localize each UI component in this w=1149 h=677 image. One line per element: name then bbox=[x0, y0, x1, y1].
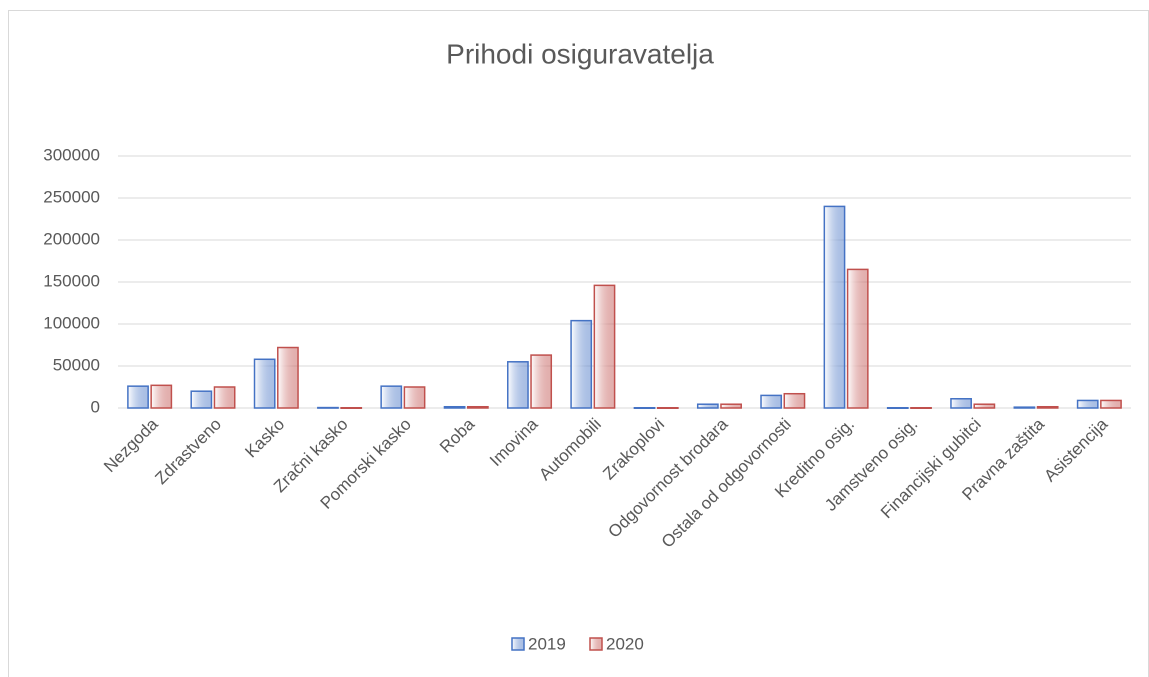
bar bbox=[720, 403, 742, 409]
legend-swatch bbox=[589, 637, 603, 651]
bar bbox=[570, 319, 593, 409]
bar bbox=[1100, 399, 1122, 409]
y-tick-label: 300000 bbox=[43, 145, 100, 164]
bar bbox=[846, 268, 869, 409]
x-tick-label: Odgovornost brodara bbox=[604, 414, 731, 541]
y-tick-label: 100000 bbox=[43, 313, 100, 332]
x-tick-label: Imovina bbox=[486, 414, 542, 470]
bar bbox=[1013, 406, 1036, 409]
bar bbox=[443, 405, 466, 409]
legend-label: 2019 bbox=[528, 634, 566, 653]
bar bbox=[380, 385, 403, 409]
bar bbox=[950, 398, 972, 409]
bar bbox=[340, 406, 363, 409]
x-tick-label: Kasko bbox=[241, 415, 288, 462]
bar bbox=[530, 354, 553, 409]
bar bbox=[973, 403, 996, 409]
bar bbox=[150, 384, 173, 409]
y-tick-label: 50000 bbox=[53, 355, 100, 374]
x-tick-label: Ostala od odgovornosti bbox=[658, 415, 795, 552]
y-tick-label: 150000 bbox=[43, 271, 100, 290]
bar bbox=[277, 346, 299, 409]
bar bbox=[190, 390, 213, 409]
bar bbox=[127, 385, 149, 409]
y-tick-label: 250000 bbox=[43, 187, 100, 206]
chart-title: Prihodi osiguravatelja bbox=[446, 38, 714, 69]
x-tick-label: Zrakoplovi bbox=[599, 415, 668, 484]
x-tick-label: Roba bbox=[436, 414, 479, 457]
bar bbox=[1036, 405, 1059, 409]
bar bbox=[466, 405, 489, 409]
bar bbox=[253, 358, 276, 409]
legend-label: 2020 bbox=[606, 634, 644, 653]
bar bbox=[507, 361, 529, 409]
bar bbox=[317, 406, 339, 409]
y-tick-label: 0 bbox=[91, 397, 100, 416]
bar bbox=[403, 386, 426, 409]
bar bbox=[1076, 399, 1099, 409]
bar bbox=[783, 392, 806, 409]
x-tick-label: Nezgoda bbox=[100, 414, 162, 476]
bar bbox=[886, 406, 909, 409]
bar bbox=[656, 406, 679, 409]
bar bbox=[910, 406, 932, 409]
bar bbox=[593, 284, 616, 409]
bar bbox=[823, 205, 846, 409]
x-tick-label: Asistencija bbox=[1040, 414, 1111, 485]
bar bbox=[696, 403, 719, 409]
x-tick-label: Automobili bbox=[535, 415, 605, 485]
x-tick-label: Zdrastveno bbox=[151, 415, 225, 489]
y-tick-label: 200000 bbox=[43, 229, 100, 248]
bar bbox=[213, 386, 236, 409]
bar bbox=[760, 394, 783, 409]
bar bbox=[633, 406, 656, 409]
legend-swatch bbox=[511, 637, 525, 651]
